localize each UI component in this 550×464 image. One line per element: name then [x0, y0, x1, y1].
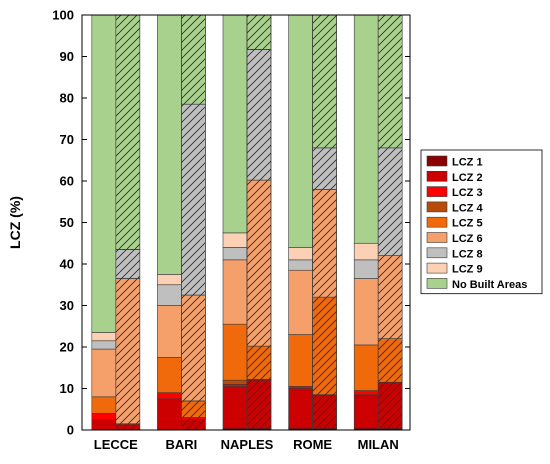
bar-hatch-lecce-no-built-areas — [115, 14, 141, 250]
legend-swatch-lcz-2 — [426, 171, 448, 182]
bar-hatch-bari-lcz-3 — [181, 417, 206, 420]
bar-segment-lecce-solid-lcz-9 — [91, 332, 117, 342]
x-tick-label-naples: NAPLES — [221, 437, 274, 452]
bar-hatch-lecce-lcz-6 — [115, 278, 141, 425]
bar-segment-lecce-solid-no-built-areas — [91, 14, 117, 333]
bar-segment-milan-solid-lcz-6 — [353, 278, 379, 346]
y-tick-label: 60 — [60, 174, 74, 189]
bar-hatch-milan-lcz-5 — [377, 338, 403, 383]
x-tick-label-bari: BARI — [166, 437, 198, 452]
bar-segment-naples-solid-lcz-6 — [222, 259, 248, 325]
bar-hatch-milan-lcz-6 — [377, 255, 403, 339]
bar-segment-rome-solid-lcz-2 — [288, 388, 313, 429]
bar-segment-milan-solid-lcz-9 — [353, 242, 379, 261]
bar-segment-bari-solid-no-built-areas — [157, 14, 182, 275]
legend-swatch-lcz-3 — [426, 186, 448, 197]
bar-hatch-bari-lcz-5 — [181, 400, 206, 418]
legend-label-lcz-1: LCZ 1 — [452, 157, 483, 169]
bar-hatch-milan-no-built-areas — [377, 14, 403, 149]
bar-segment-naples-solid-lcz-3 — [222, 384, 248, 387]
bar-segment-rome-solid-no-built-areas — [288, 14, 313, 248]
bar-segment-milan-solid-no-built-areas — [353, 14, 379, 244]
y-axis-title: LCZ (%) — [7, 196, 23, 249]
bar-hatch-naples-no-built-areas — [246, 14, 272, 50]
bar-segment-naples-solid-lcz-4 — [222, 379, 248, 385]
legend-label-lcz-4: LCZ 4 — [452, 202, 483, 214]
y-tick-label: 70 — [60, 132, 74, 147]
legend-swatch-lcz-9 — [426, 262, 448, 274]
bar-segment-bari-solid-lcz-9 — [157, 274, 182, 286]
bar-segment-milan-solid-lcz-5 — [353, 344, 379, 391]
y-tick-label: 0 — [67, 423, 74, 438]
bar-hatch-milan-lcz-2 — [377, 381, 403, 429]
y-tick-label: 80 — [60, 91, 74, 106]
bar-segment-naples-solid-lcz-8 — [222, 247, 248, 261]
legend-swatch-lcz-6 — [426, 232, 448, 243]
bar-segment-lecce-solid-lcz-3 — [91, 413, 117, 420]
bar-segment-rome-solid-lcz-3 — [288, 386, 313, 389]
y-tick-label: 40 — [60, 257, 74, 272]
bar-hatch-bari-no-built-areas — [181, 14, 206, 105]
x-tick-label-milan: MILAN — [358, 437, 399, 452]
bar-hatch-bari-lcz-8 — [181, 103, 206, 296]
bar-hatch-milan-lcz-8 — [377, 147, 403, 257]
bar-segment-milan-solid-lcz-8 — [353, 259, 379, 279]
legend-label-lcz-3: LCZ 3 — [452, 187, 483, 199]
bar-segment-bari-solid-lcz-3 — [157, 392, 182, 400]
bar-hatch-lecce-lcz-8 — [115, 249, 141, 279]
legend-label-lcz-8: LCZ 8 — [452, 248, 483, 260]
bar-hatch-bari-lcz-2 — [181, 419, 206, 431]
y-tick-label: 90 — [60, 49, 74, 64]
legend-swatch-lcz-8 — [426, 247, 448, 259]
bar-hatch-naples-lcz-8 — [246, 49, 272, 181]
bar-hatch-lecce-lcz-2 — [115, 424, 141, 431]
bar-segment-naples-solid-no-built-areas — [222, 14, 248, 234]
bar-hatch-naples-lcz-2 — [246, 379, 272, 429]
y-tick-label: 10 — [60, 381, 74, 396]
bar-segment-rome-solid-lcz-6 — [288, 269, 313, 335]
bar-segment-milan-solid-lcz-3 — [353, 390, 379, 396]
bar-segment-rome-solid-lcz-5 — [288, 334, 313, 387]
y-tick-label: 20 — [60, 340, 74, 355]
legend-swatch-lcz-5 — [426, 216, 448, 228]
bar-segment-bari-solid-lcz-5 — [157, 357, 182, 393]
bar-segment-bari-solid-lcz-2 — [157, 398, 182, 431]
bar-segment-milan-solid-lcz-2 — [353, 394, 379, 429]
bar-hatch-rome-lcz-8 — [312, 147, 337, 190]
bar-segment-lecce-solid-lcz-8 — [91, 340, 117, 350]
bar-hatch-naples-lcz-5 — [246, 345, 272, 380]
bar-hatch-bari-lcz-6 — [181, 294, 206, 402]
bar-segment-lecce-solid-lcz-6 — [91, 348, 117, 398]
bar-hatch-rome-no-built-areas — [312, 14, 337, 149]
bar-segment-bari-solid-lcz-8 — [157, 284, 182, 306]
legend-label-lcz-5: LCZ 5 — [452, 218, 483, 230]
legend-label-no-built-areas: No Built Areas — [452, 279, 527, 291]
bar-segment-naples-solid-lcz-9 — [222, 232, 248, 248]
x-tick-label-rome: ROME — [293, 437, 332, 452]
legend-swatch-no-built-areas — [426, 278, 448, 289]
bar-segment-bari-solid-lcz-6 — [157, 305, 182, 358]
y-tick-label: 50 — [60, 215, 74, 230]
legend-swatch-lcz-4 — [426, 201, 448, 213]
x-tick-label-lecce: LECCE — [94, 437, 138, 452]
bar-segment-rome-solid-lcz-8 — [288, 259, 313, 271]
bar-segment-naples-solid-lcz-2 — [222, 386, 248, 429]
y-tick-label: 100 — [52, 8, 74, 23]
bar-hatch-naples-lcz-6 — [246, 179, 272, 347]
bar-hatch-rome-lcz-6 — [312, 189, 337, 298]
legend-label-lcz-9: LCZ 9 — [452, 264, 483, 276]
bar-hatch-rome-lcz-2 — [312, 394, 337, 429]
legend-label-lcz-2: LCZ 2 — [452, 172, 483, 184]
bar-segment-rome-solid-lcz-9 — [288, 247, 313, 261]
legend-swatch-lcz-1 — [426, 155, 448, 167]
bar-hatch-rome-lcz-5 — [312, 296, 337, 396]
bar-segment-naples-solid-lcz-5 — [222, 323, 248, 381]
y-tick-label: 30 — [60, 298, 74, 313]
bar-segment-lecce-solid-lcz-5 — [91, 396, 117, 414]
bar-segment-lecce-solid-lcz-2 — [91, 419, 117, 431]
legend-label-lcz-6: LCZ 6 — [452, 233, 483, 245]
